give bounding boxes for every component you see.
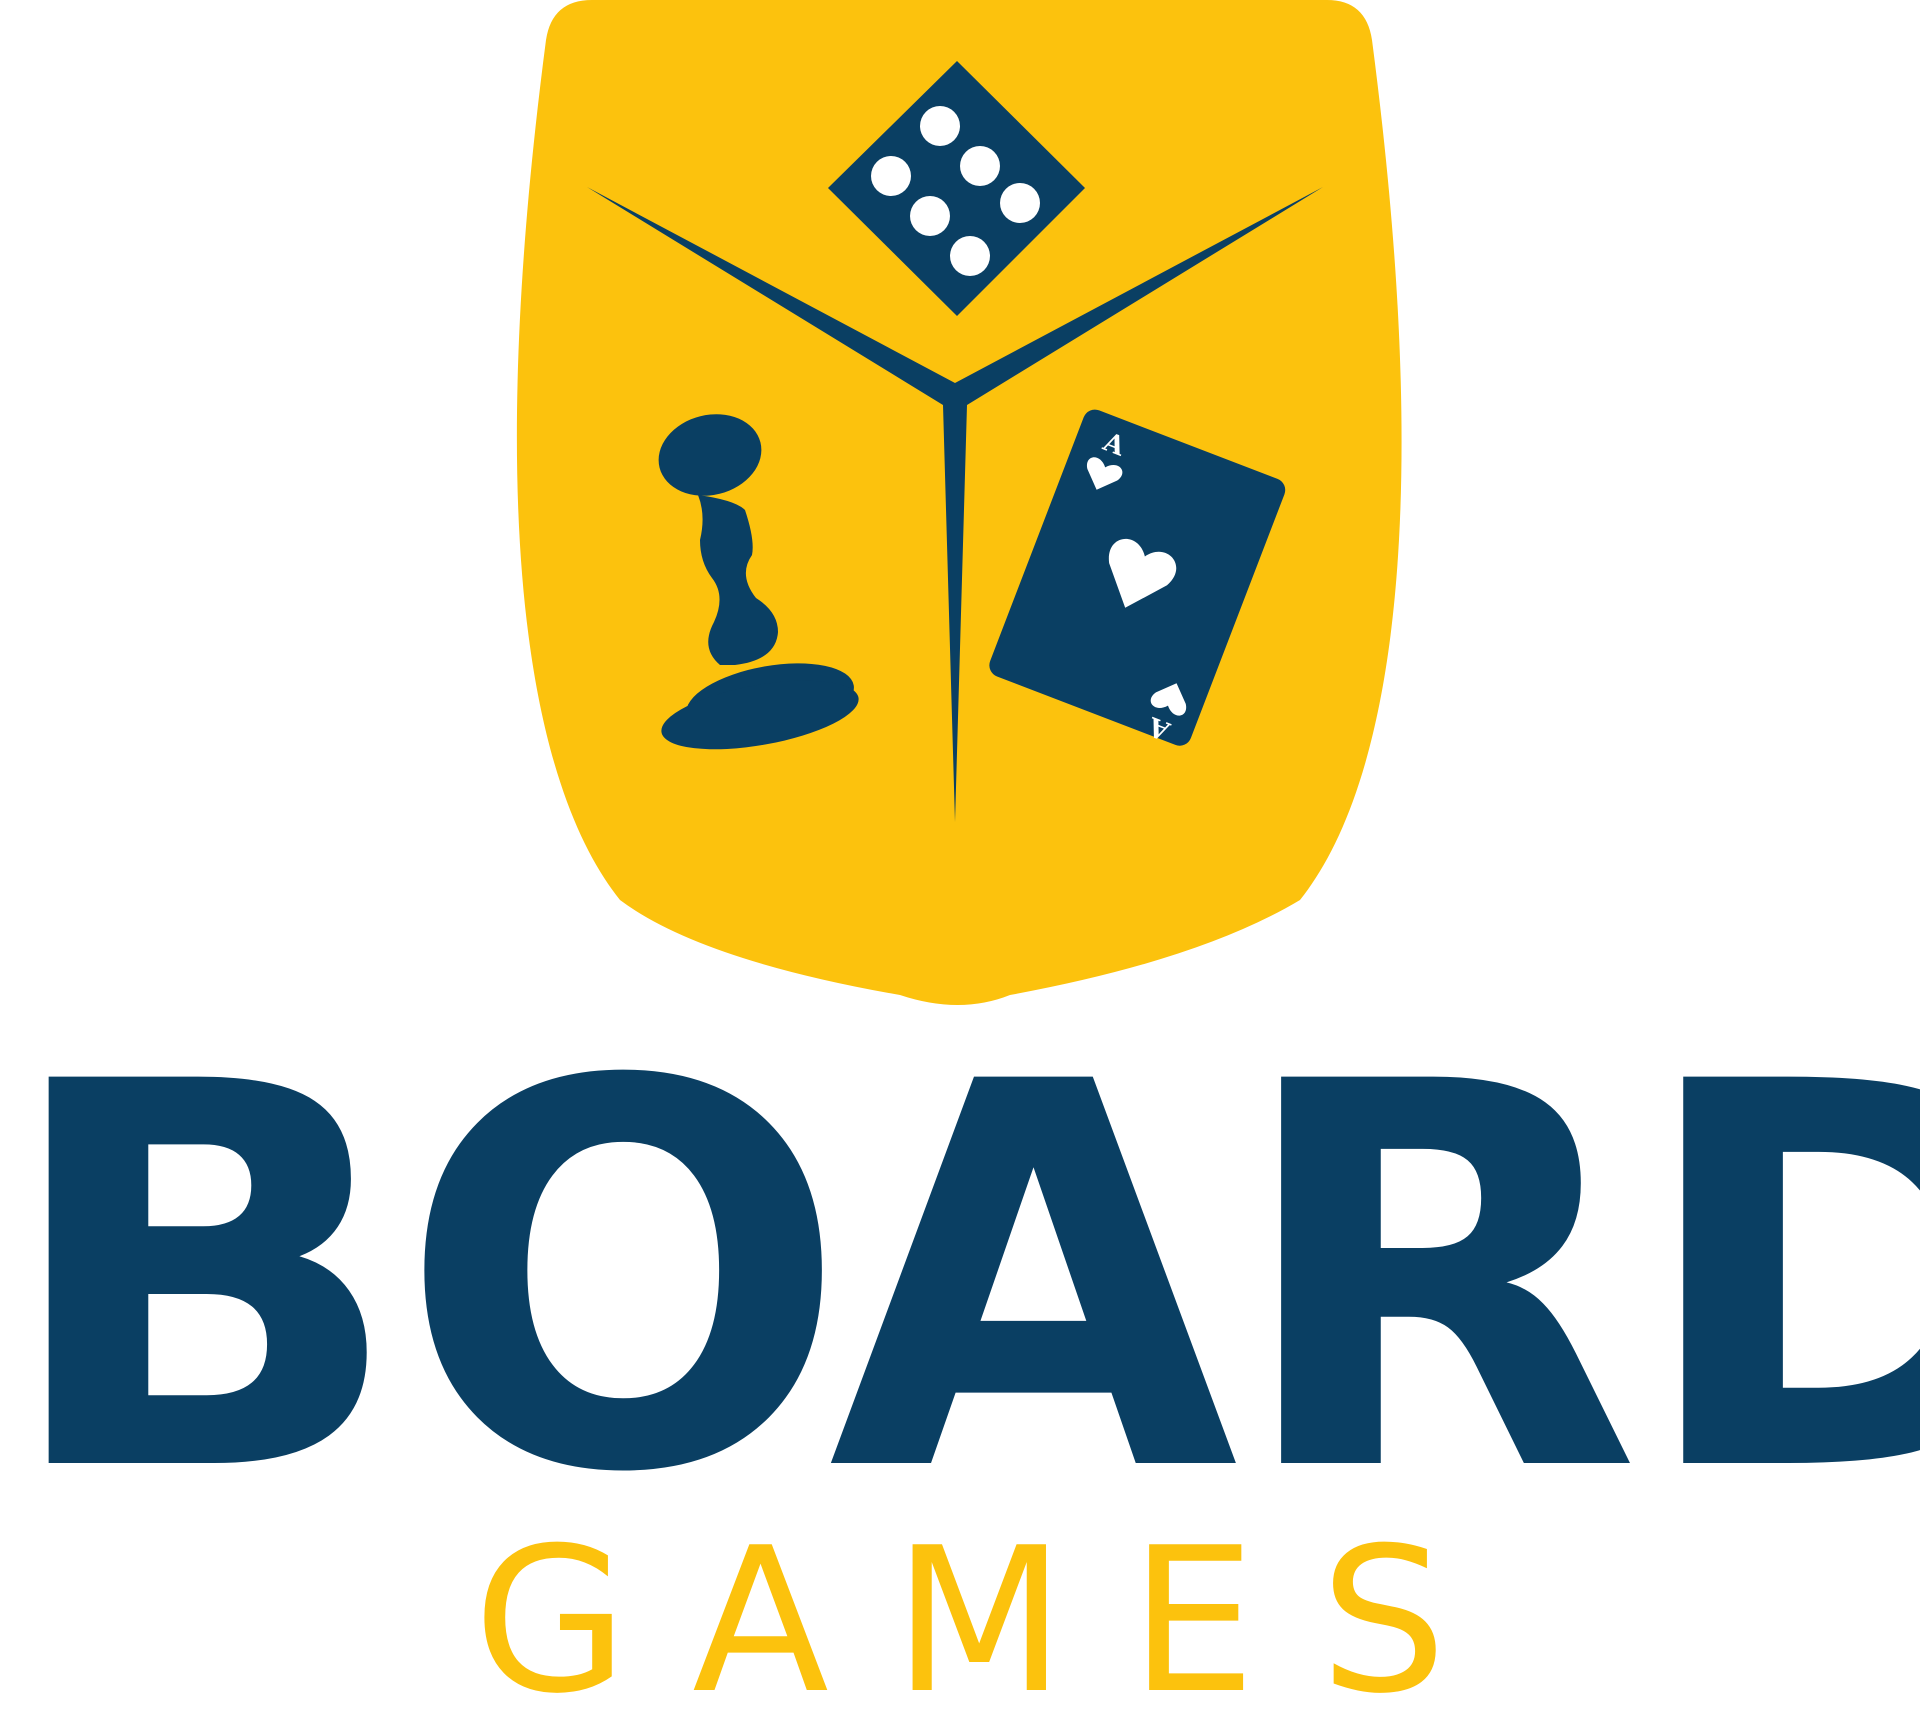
brand-title: BOARD (0, 1060, 1920, 1500)
card-suit-center (1109, 539, 1177, 608)
logo-emblem: A A (516, 0, 1402, 1005)
dice-pips (871, 106, 1040, 276)
dice-icon (828, 61, 1085, 316)
playing-card-icon: A A (989, 409, 1286, 746)
card-suit-top (1087, 457, 1123, 490)
brand-subtitle: GAMES (473, 1530, 1511, 1713)
y-divider (587, 187, 1323, 822)
pawn-icon (658, 414, 859, 750)
card-suit-bottom (1150, 683, 1187, 716)
